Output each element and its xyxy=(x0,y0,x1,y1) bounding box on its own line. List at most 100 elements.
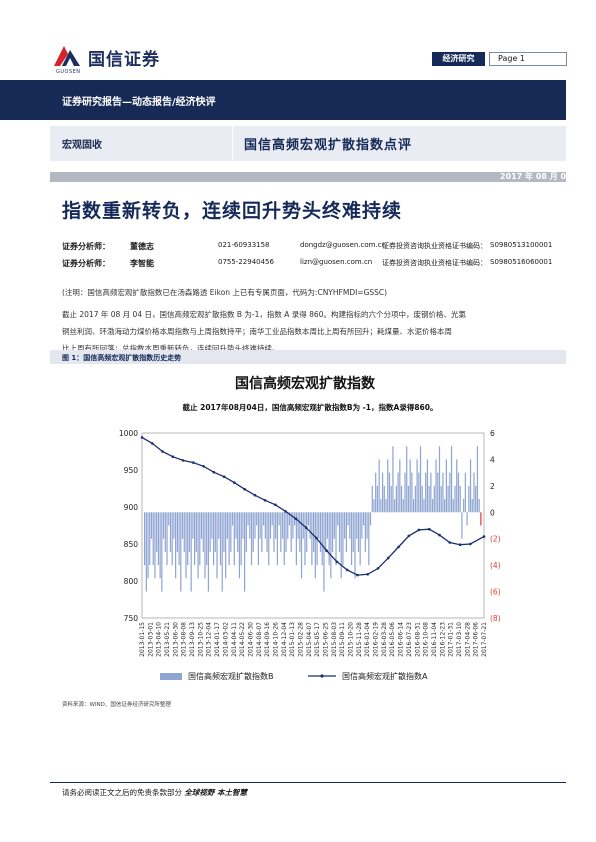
x-axis-tick-label: 2015-10-20 xyxy=(348,622,355,657)
index-b-bar xyxy=(288,512,291,526)
index-b-bar xyxy=(178,512,180,566)
index-b-bar xyxy=(244,512,246,592)
index-b-bar xyxy=(204,512,206,579)
index-a-point xyxy=(181,459,185,462)
left-axis-tick-label: 1000 xyxy=(119,429,138,438)
index-a-point xyxy=(482,535,486,538)
index-b-bar xyxy=(444,499,446,513)
analyst-email[interactable]: lizn@guosen.com.cn xyxy=(300,258,373,266)
index-b-bar xyxy=(252,512,254,552)
index-b-bar xyxy=(347,512,349,526)
index-b-bar xyxy=(264,512,266,539)
analyst-role: 证券分析师： xyxy=(62,259,110,268)
x-axis-tick-label: 2015-05-17 xyxy=(314,622,321,657)
x-axis-tick-label: 2016-03-28 xyxy=(381,622,388,657)
index-b-bar xyxy=(318,512,320,539)
index-b-bar xyxy=(307,512,310,526)
index-b-bar xyxy=(394,499,396,513)
x-axis-tick-label: 2014-04-11 xyxy=(231,622,238,657)
index-b-bar xyxy=(183,512,185,552)
x-axis-tick-label: 2014-06-30 xyxy=(247,622,254,657)
right-axis-tick-label: 2 xyxy=(490,482,495,491)
index-b-bar xyxy=(226,512,228,539)
index-b-bar xyxy=(390,485,392,513)
index-b-bar xyxy=(319,512,322,552)
index-b-bar xyxy=(463,499,465,513)
index-b-bar xyxy=(249,512,251,539)
index-b-bar xyxy=(161,512,163,592)
x-axis-tick-label: 2016-12-23 xyxy=(439,622,446,657)
analyst-row: 证券分析师： 李智能 0755-22940456 lizn@guosen.com… xyxy=(0,258,596,268)
index-b-bar xyxy=(333,512,335,539)
index-b-bar xyxy=(173,512,175,539)
page-number: Page 1 xyxy=(489,52,567,66)
x-axis-tick-label: 2014-01-17 xyxy=(214,622,221,657)
index-b-bar xyxy=(425,472,427,513)
index-b-bar xyxy=(216,512,218,579)
index-b-bar xyxy=(449,472,451,513)
index-b-bar xyxy=(268,512,270,566)
index-b-bar xyxy=(402,499,404,513)
report-date: 2017 年 08 月 07 日 xyxy=(500,172,583,181)
x-axis-tick-label: 2014-09-16 xyxy=(264,622,271,657)
index-a-point xyxy=(253,493,257,497)
index-b-bar xyxy=(418,472,420,513)
index-b-bar xyxy=(290,512,292,552)
index-b-bar xyxy=(188,512,191,552)
logo-text: 国信证券 xyxy=(88,50,160,70)
headline: 指数重新转负，连续回升势头终难持续 xyxy=(62,200,403,222)
index-a-point xyxy=(243,487,246,491)
index-b-bar xyxy=(414,485,416,513)
index-b-bar xyxy=(164,512,166,552)
x-axis-tick-label: 2013-10-25 xyxy=(197,622,204,657)
figure-caption: 图 1：国信高频宏观扩散指数历史走势 xyxy=(62,354,182,362)
guosen-logo-icon xyxy=(54,46,80,66)
index-b-bar xyxy=(325,512,327,552)
index-a-point xyxy=(284,510,287,513)
index-a-point xyxy=(335,560,339,564)
index-b-bar xyxy=(461,512,463,539)
report-type: 证券研究报告—动态报告/经济快评 xyxy=(62,97,216,108)
index-a-point xyxy=(151,442,154,445)
x-axis-tick-label: 2017-04-28 xyxy=(464,622,471,657)
index-b-bar xyxy=(468,485,470,513)
index-b-bar xyxy=(154,512,156,579)
analyst-email[interactable]: dongdz@guosen.com.cn xyxy=(300,241,386,249)
index-b-bar xyxy=(285,512,287,552)
index-b-bar xyxy=(187,512,189,566)
index-b-bar xyxy=(211,512,213,539)
diffusion-index-chart: 国信高频宏观扩散指数 截止 2017年08月04日，国信高频宏观扩散指数B为 -… xyxy=(119,375,501,681)
index-b-bar xyxy=(375,472,377,513)
x-axis-tick-label: 2013-12-04 xyxy=(206,622,213,657)
index-b-bar xyxy=(314,512,316,579)
index-b-bar xyxy=(150,512,153,539)
index-b-bar xyxy=(400,485,403,513)
index-b-bar xyxy=(266,512,268,552)
index-b-bar xyxy=(242,512,244,539)
x-axis-tick-label: 2017-03-10 xyxy=(456,622,463,657)
index-b-bar xyxy=(359,512,361,566)
index-b-bar xyxy=(407,485,410,513)
title-row xyxy=(50,126,566,161)
index-b-bar xyxy=(469,459,472,513)
index-b-bar xyxy=(326,512,329,539)
index-b-bar xyxy=(344,512,346,539)
index-b-bar xyxy=(199,512,201,566)
index-b-bar xyxy=(426,459,429,513)
index-a-point xyxy=(325,549,328,552)
index-b-bar xyxy=(144,512,146,566)
slogan-text: 全球视野 本土智慧 xyxy=(184,788,248,797)
title-divider xyxy=(232,126,233,161)
index-b-bar xyxy=(152,512,154,566)
index-b-bar xyxy=(273,512,275,552)
index-b-bar xyxy=(195,512,197,552)
analyst-cert-no: S0980516060001 xyxy=(490,258,553,266)
index-b-bar xyxy=(181,512,184,539)
index-b-bar xyxy=(473,472,475,513)
analyst-row: 证券分析师： 董德志 021-60933158 dongdz@guosen.co… xyxy=(0,241,596,251)
index-b-bar xyxy=(480,512,482,526)
index-b-bar xyxy=(168,512,170,526)
index-b-bar xyxy=(356,512,358,539)
x-axis-tick-label: 2016-10-08 xyxy=(423,622,430,657)
x-axis-tick-label: 2013-09-13 xyxy=(189,622,196,657)
